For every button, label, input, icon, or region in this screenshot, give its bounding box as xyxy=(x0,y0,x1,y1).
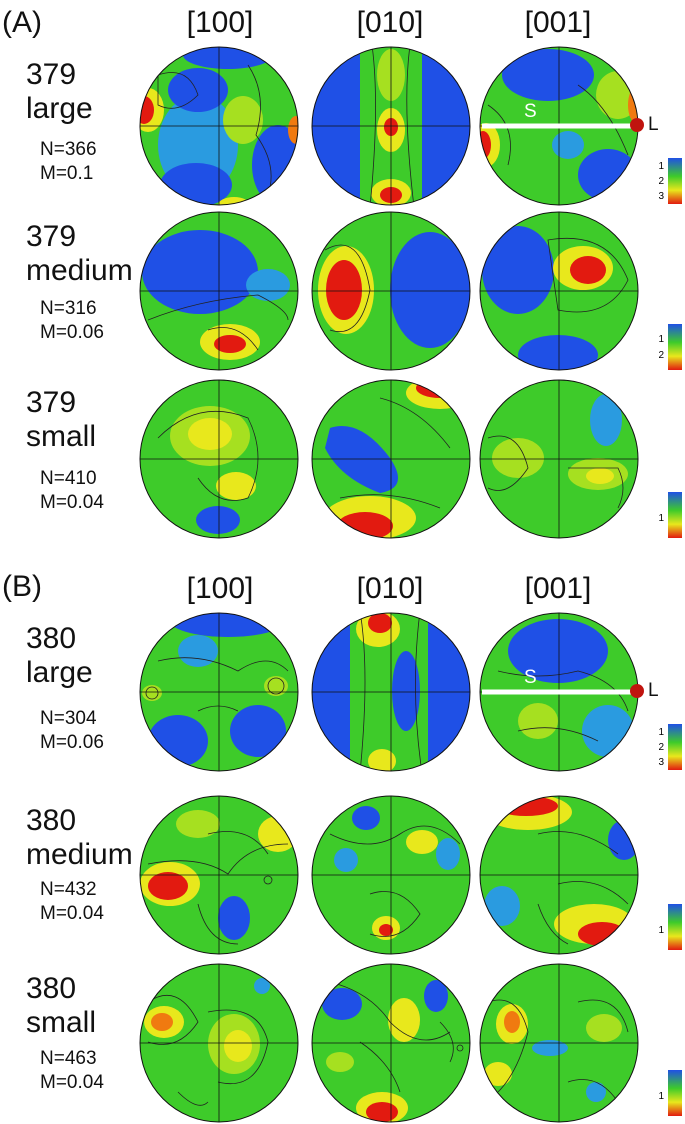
grain-size: small xyxy=(26,420,97,453)
panel-b-label: (B) xyxy=(2,570,42,603)
foliation-label-s: S xyxy=(524,667,537,688)
legend-tick: 2 xyxy=(658,176,664,187)
row-label-380-small: 380 small xyxy=(26,972,96,1040)
pole-figure-380-medium-001 xyxy=(478,794,640,956)
pole-figure-379-medium-010 xyxy=(310,210,472,372)
grain-size: large xyxy=(26,656,93,689)
legend-tick: 2 xyxy=(658,742,664,753)
stats-379-medium: N=316 M=0.06 xyxy=(40,297,104,345)
n-count: N=316 xyxy=(40,298,97,319)
stats-380-large: N=304 M=0.06 xyxy=(40,707,104,755)
legend-tick: 1 xyxy=(658,334,664,345)
pole-figure-380-large-010 xyxy=(310,611,472,773)
color-legend-380-small: 1 xyxy=(650,1068,684,1118)
sample-id: 379 xyxy=(26,386,77,419)
lineation-label-l: L xyxy=(648,114,659,135)
pole-figure-379-large-100 xyxy=(138,45,300,207)
panel-a-col-010: [010] xyxy=(356,6,424,39)
legend-tick: 2 xyxy=(658,350,664,361)
row-label-380-large: 380 large xyxy=(26,622,93,690)
legend-tick: 3 xyxy=(658,191,664,202)
stats-380-small: N=463 M=0.04 xyxy=(40,1047,104,1095)
n-count: N=432 xyxy=(40,879,97,900)
panel-a-label: (A) xyxy=(2,6,42,39)
pole-figure-379-medium-100 xyxy=(138,210,300,372)
color-legend-379-large: 1 2 3 xyxy=(650,156,684,206)
panel-a-col-100: [100] xyxy=(186,6,254,39)
n-count: N=366 xyxy=(40,139,97,160)
sample-id: 380 xyxy=(26,622,77,655)
stats-379-large: N=366 M=0.1 xyxy=(40,138,97,186)
foliation-label-s: S xyxy=(524,101,537,122)
row-label-379-medium: 379 medium xyxy=(26,220,133,288)
panel-b-col-010: [010] xyxy=(356,572,424,605)
legend-tick: 1 xyxy=(658,1091,664,1102)
panel-b-col-001: [001] xyxy=(524,572,592,605)
sample-id: 380 xyxy=(26,804,77,837)
stats-379-small: N=410 M=0.04 xyxy=(40,467,104,515)
pole-figure-379-small-100 xyxy=(138,378,300,540)
m-index: M=0.06 xyxy=(40,732,104,753)
pole-figure-380-small-001 xyxy=(478,962,640,1124)
m-index: M=0.04 xyxy=(40,1072,104,1093)
lineation-dot xyxy=(630,684,644,698)
pole-figure-380-large-100 xyxy=(138,611,300,773)
m-index: M=0.04 xyxy=(40,903,104,924)
color-legend-379-medium: 1 2 xyxy=(650,322,684,372)
pole-figure-380-small-100 xyxy=(138,962,300,1124)
row-label-379-large: 379 large xyxy=(26,58,93,126)
row-label-380-medium: 380 medium xyxy=(26,804,133,872)
m-index: M=0.06 xyxy=(40,322,104,343)
grain-size: large xyxy=(26,92,93,125)
stats-380-medium: N=432 M=0.04 xyxy=(40,878,104,926)
pole-figure-380-medium-100 xyxy=(138,794,300,956)
legend-tick: 1 xyxy=(658,925,664,936)
m-index: M=0.04 xyxy=(40,492,104,513)
pole-figure-380-medium-010 xyxy=(310,794,472,956)
pole-figure-379-large-010 xyxy=(310,45,472,207)
legend-tick: 3 xyxy=(658,757,664,768)
grain-size: medium xyxy=(26,838,133,871)
n-count: N=463 xyxy=(40,1048,97,1069)
pole-figure-379-medium-001 xyxy=(478,210,640,372)
lineation-dot xyxy=(630,118,644,132)
row-label-379-small: 379 small xyxy=(26,386,96,454)
lineation-label-l: L xyxy=(648,680,659,701)
color-legend-379-small: 1 xyxy=(650,490,684,540)
pole-figure-380-small-010 xyxy=(310,962,472,1124)
pole-figure-379-small-001 xyxy=(478,378,640,540)
color-legend-380-large: 1 2 3 xyxy=(650,722,684,772)
sample-id: 379 xyxy=(26,220,77,253)
panel-a-col-001: [001] xyxy=(524,6,592,39)
n-count: N=304 xyxy=(40,708,97,729)
sample-id: 379 xyxy=(26,58,77,91)
panel-b-col-100: [100] xyxy=(186,572,254,605)
legend-tick: 1 xyxy=(658,513,664,524)
legend-tick: 1 xyxy=(658,727,664,738)
pole-figure-379-small-010 xyxy=(310,378,472,540)
color-legend-380-medium: 1 xyxy=(650,902,684,952)
sample-id: 380 xyxy=(26,972,77,1005)
grain-size: medium xyxy=(26,254,133,287)
pole-figure-380-large-001 xyxy=(478,611,640,773)
grain-size: small xyxy=(26,1006,97,1039)
pole-figure-379-large-001 xyxy=(478,45,640,207)
legend-tick: 1 xyxy=(658,161,664,172)
n-count: N=410 xyxy=(40,468,97,489)
m-index: M=0.1 xyxy=(40,163,94,184)
